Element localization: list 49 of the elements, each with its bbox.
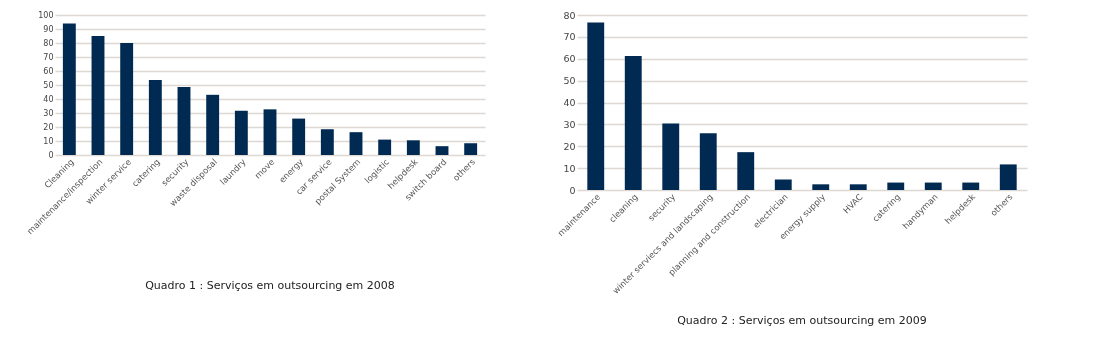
- bar: [148, 80, 162, 155]
- bar: [999, 164, 1017, 190]
- bar: [177, 86, 191, 155]
- text: Quadro 1 : Serviços em outsourcing em 2008: [145, 279, 395, 293]
- y-tick-label: 10: [43, 136, 54, 146]
- bar: [406, 140, 420, 155]
- y-tick-label: 10: [563, 162, 576, 174]
- y-tick-label: 80: [43, 38, 54, 48]
- y-tick-label: 20: [563, 140, 576, 152]
- y-tick-label: 0: [569, 184, 576, 196]
- bar: [812, 184, 830, 190]
- y-tick-label: 60: [43, 66, 54, 76]
- bar: [349, 132, 363, 155]
- bar: [120, 43, 134, 155]
- text: Quadro 2 : Serviços em outsourcing em 2009: [677, 313, 927, 327]
- bar: [206, 94, 220, 155]
- y-tick-label: 70: [563, 31, 576, 43]
- y-tick-label: 100: [38, 10, 54, 20]
- y-tick-label: 60: [563, 53, 576, 65]
- bar: [962, 182, 980, 190]
- bar: [774, 179, 792, 190]
- bar: [320, 129, 334, 155]
- y-tick-label: 90: [43, 24, 54, 34]
- y-tick-label: 50: [563, 75, 576, 87]
- bar: [292, 118, 306, 155]
- bar: [924, 182, 942, 190]
- y-tick-label: 30: [43, 108, 54, 118]
- bar: [624, 55, 642, 190]
- bar: [234, 110, 248, 155]
- y-tick-label: 40: [43, 94, 54, 104]
- bar: [662, 123, 680, 190]
- bar: [62, 23, 76, 155]
- bar: [263, 109, 277, 155]
- bar: [887, 182, 905, 190]
- y-tick-label: 30: [563, 118, 576, 130]
- y-tick-label: 0: [48, 150, 54, 160]
- y-tick-label: 50: [43, 80, 54, 90]
- bar: [699, 133, 717, 190]
- y-tick-label: 70: [43, 52, 54, 62]
- y-tick-label: 40: [563, 97, 576, 108]
- bar: [378, 139, 392, 155]
- bar: [435, 146, 449, 155]
- bar: [587, 22, 605, 190]
- y-tick-label: 20: [43, 122, 54, 132]
- bar: [464, 143, 478, 155]
- bar: [91, 36, 105, 155]
- bar: [849, 184, 867, 190]
- y-tick-label: 80: [563, 9, 576, 21]
- bar: [737, 152, 755, 190]
